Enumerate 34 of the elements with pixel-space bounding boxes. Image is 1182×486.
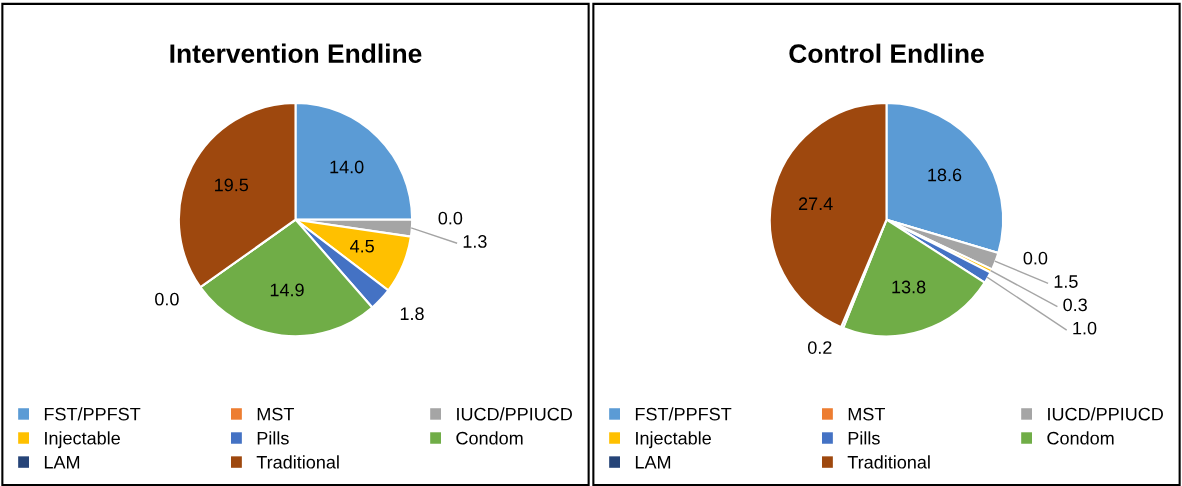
chart-title: Control Endline — [789, 43, 984, 63]
legend-label: MST — [848, 407, 885, 421]
legend-label: Condom — [456, 431, 523, 445]
legend-label: Traditional — [256, 455, 339, 469]
data-label: 0.2 — [807, 341, 832, 354]
legend-label: Traditional — [847, 455, 930, 469]
data-label: 4.5 — [350, 239, 374, 253]
data-label: 1.0 — [1073, 321, 1097, 335]
data-label: 18.6 — [928, 168, 962, 182]
legend-label: FST/PPFST — [635, 407, 732, 421]
legend-label: Injectable — [636, 431, 711, 449]
data-label: 14.0 — [330, 160, 364, 174]
data-label: 19.5 — [215, 178, 249, 192]
data-label: 1.8 — [400, 307, 424, 321]
text: 0.0 — [1023, 251, 1048, 265]
data-label: 13.8 — [892, 280, 926, 294]
data-label: 14.9 — [270, 283, 304, 297]
chart-title: Intervention Endline — [170, 43, 422, 63]
legend-label: LAM — [44, 456, 80, 469]
legend-label: Pills — [257, 431, 289, 445]
legend-label: IUCD/PPIUCD — [1048, 407, 1163, 421]
data-label: 1.3 — [463, 235, 487, 248]
legend-label: Injectable — [45, 431, 120, 449]
legend-label: LAM — [635, 456, 671, 469]
legend-label: FST/PPFST — [44, 407, 141, 421]
data-label: 1.5 — [1054, 275, 1078, 288]
legend-label: IUCD/PPIUCD — [457, 407, 572, 421]
data-label: 0.3 — [1063, 298, 1087, 312]
legend-label: MST — [257, 407, 294, 421]
text: 0.0 — [438, 211, 463, 225]
legend-label: Pills — [848, 431, 880, 445]
text: 0.0 — [155, 292, 179, 306]
legend-label: Condom — [1047, 431, 1114, 445]
data-label: 27.4 — [798, 197, 833, 210]
